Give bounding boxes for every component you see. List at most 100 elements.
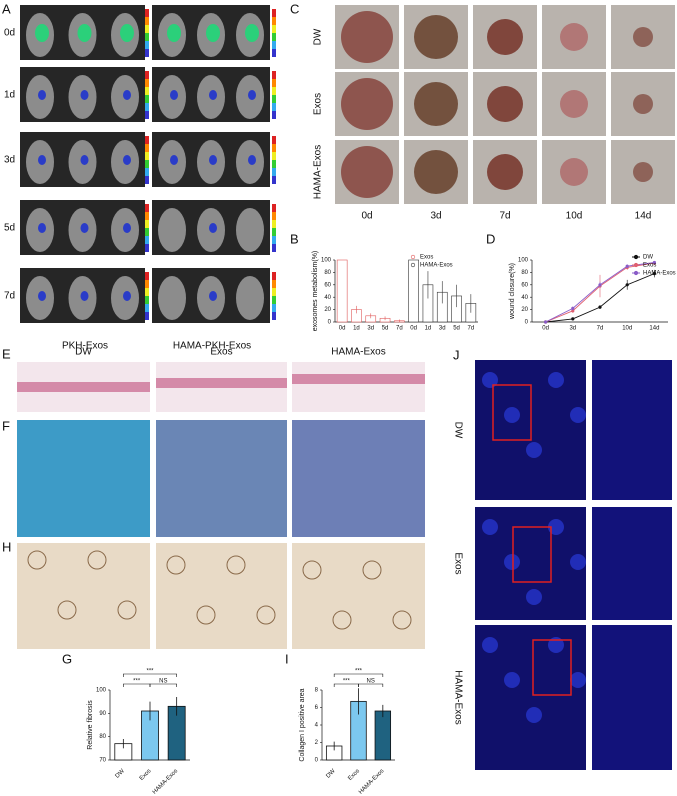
significance-label: NS: [159, 679, 167, 685]
x-tick-label: HAMA-Exos: [358, 768, 385, 795]
y-tick-label: 100: [96, 688, 107, 694]
color-scale: [145, 272, 149, 280]
color-scale: [272, 49, 276, 57]
color-scale: [145, 280, 149, 288]
signal: [123, 223, 131, 233]
color-scale: [145, 111, 149, 119]
row-label: 5d: [4, 223, 15, 234]
nucleus: [482, 519, 498, 535]
masson-image: [292, 420, 425, 537]
vessel: [27, 550, 47, 570]
color-scale: [272, 152, 276, 160]
nucleus: [504, 672, 520, 688]
panel-letter: A: [2, 1, 11, 16]
masson-image: [17, 420, 150, 537]
color-scale: [145, 79, 149, 87]
color-scale: [145, 312, 149, 320]
color-scale: [145, 95, 149, 103]
color-scale: [272, 25, 276, 33]
row-label: 1d: [4, 90, 15, 101]
significance-label: ***: [343, 679, 351, 685]
panel-letter: B: [290, 231, 299, 246]
color-scale: [145, 304, 149, 312]
color-scale: [145, 33, 149, 41]
color-scale: [272, 95, 276, 103]
color-scale: [145, 49, 149, 57]
panel-letter: F: [2, 418, 10, 433]
vessel: [196, 605, 216, 625]
x-tick-label: DW: [325, 768, 337, 780]
legend-label: Exos: [643, 263, 656, 269]
panel-letter: J: [453, 347, 460, 362]
color-scale: [145, 244, 149, 252]
y-axis-label: Relative fibrosis: [87, 700, 94, 750]
row-label: DW: [313, 28, 324, 45]
if-zoom: [592, 360, 672, 500]
nucleus: [570, 554, 586, 570]
color-scale: [145, 41, 149, 49]
vessel: [332, 610, 352, 630]
ihc-image: [292, 543, 425, 649]
row-label: HAMA-Exos: [452, 670, 463, 724]
significance-bracket: [333, 673, 384, 677]
zoom-box: [492, 384, 532, 441]
color-scale: [272, 168, 276, 176]
mouse: [236, 208, 264, 252]
color-scale: [145, 103, 149, 111]
panel-letter: I: [285, 651, 289, 666]
he-epidermis: [292, 374, 425, 384]
nucleus: [570, 407, 586, 423]
if-zoom: [592, 507, 672, 620]
legend-marker: [633, 262, 639, 268]
nucleus: [548, 372, 564, 388]
color-scale: [145, 160, 149, 168]
zoom-box: [512, 526, 552, 583]
ihc-image: [17, 543, 150, 649]
marker: [625, 283, 629, 287]
signal: [123, 155, 131, 165]
column-label: HAMA-PKH-Exos: [173, 341, 251, 352]
column-label: 0d: [361, 211, 372, 222]
color-scale: [272, 244, 276, 252]
nucleus: [504, 554, 520, 570]
x-tick-label: 1d: [425, 326, 432, 332]
color-scale: [145, 9, 149, 17]
y-tick-label: 80: [324, 270, 331, 276]
bar: [408, 259, 419, 323]
row-label: Exos: [313, 93, 324, 115]
significance-label: ***: [146, 669, 154, 675]
x-tick-label: 10d: [622, 326, 632, 332]
marker: [598, 283, 602, 287]
y-tick-label: 0: [525, 320, 529, 326]
row-label: DW: [452, 422, 463, 439]
signal: [80, 90, 89, 100]
masson-image: [156, 420, 287, 537]
color-scale: [272, 41, 276, 49]
nucleus: [504, 407, 520, 423]
color-scale: [272, 160, 276, 168]
x-tick-label: 7d: [468, 326, 475, 332]
y-axis-label: wound closure(%): [509, 263, 516, 320]
vessel: [57, 600, 77, 620]
panel-letter: G: [62, 651, 72, 666]
color-scale: [145, 17, 149, 25]
significance-label: ***: [355, 669, 363, 675]
signal: [245, 24, 259, 42]
wound: [341, 78, 393, 130]
zoom-box: [532, 639, 572, 696]
color-scale: [272, 17, 276, 25]
x-tick-label: 1d: [353, 326, 360, 332]
panel-letter: E: [2, 346, 11, 361]
wound: [414, 82, 458, 126]
marker: [652, 272, 657, 276]
legend-label: HAMA-Exos: [420, 263, 453, 269]
color-scale: [272, 288, 276, 296]
x-tick-label: 5d: [453, 326, 460, 332]
bar: [374, 710, 392, 761]
y-tick-label: 8: [315, 688, 319, 694]
wound: [341, 11, 393, 63]
x-tick-label: 3d: [569, 326, 576, 332]
signal: [209, 155, 217, 165]
column-label: 14d: [635, 211, 652, 222]
marker: [571, 309, 575, 313]
